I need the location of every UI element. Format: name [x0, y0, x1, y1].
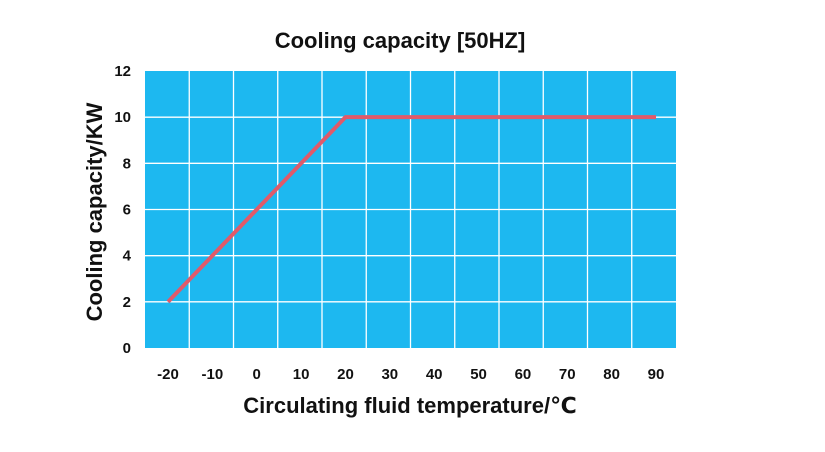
x-tick-label: 0 — [253, 366, 261, 383]
x-tick-label: 50 — [470, 366, 487, 383]
x-tick-label: 40 — [426, 366, 443, 383]
x-tick-label: 30 — [381, 366, 398, 383]
x-axis-label: Circulating fluid temperature/℃ — [243, 393, 577, 418]
x-tick-label: 80 — [603, 366, 620, 383]
x-tick-label: 60 — [515, 366, 532, 383]
y-tick-label: 0 — [123, 340, 131, 357]
series-line — [166, 115, 656, 304]
chart-title: Cooling capacity [50HZ] — [274, 28, 526, 53]
y-tick-label: 10 — [114, 109, 131, 126]
y-axis-label: Cooling capacity/KW — [82, 102, 107, 322]
y-tick-label: 4 — [123, 248, 132, 265]
y-tick-label: 8 — [123, 155, 131, 172]
x-tick-label: 70 — [559, 366, 576, 383]
x-tick-label: 90 — [648, 366, 665, 383]
x-tick-label: -10 — [202, 366, 224, 383]
y-tick-label: 6 — [123, 202, 131, 219]
y-tick-label: 12 — [114, 63, 131, 80]
y-tick-label: 2 — [123, 294, 131, 311]
x-tick-label: 20 — [337, 366, 354, 383]
x-tick-label: 10 — [293, 366, 310, 383]
x-tick-label: -20 — [157, 366, 179, 383]
